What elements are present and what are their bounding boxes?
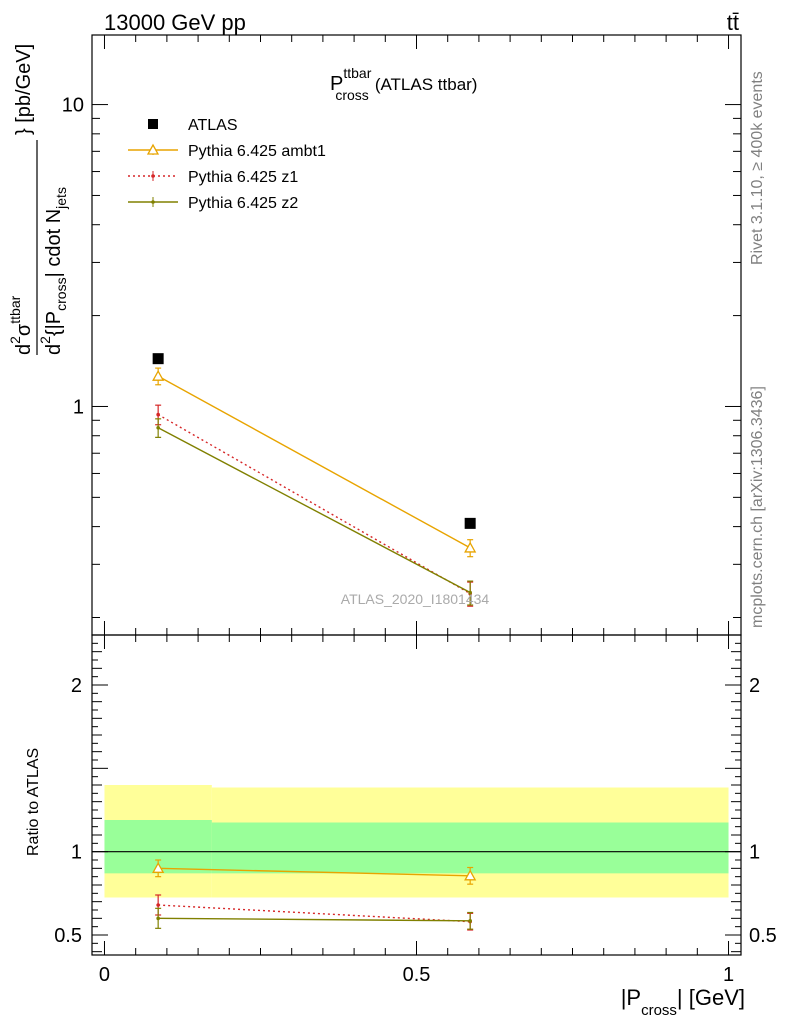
main-line-series-1 — [157, 413, 471, 595]
x-tick-label: 0.5 — [403, 964, 431, 986]
header-process: tt̄ — [727, 10, 739, 35]
plot-title-sup: ttbar — [343, 65, 371, 81]
ratio-y-tick-label-left: 1 — [71, 842, 82, 864]
ratio-y-axis-label: Ratio to ATLAS — [25, 748, 42, 856]
legend-label-0: Pythia 6.425 ambt1 — [188, 143, 326, 160]
main-point-2-0 — [156, 425, 160, 430]
x-label-pre: |P — [621, 985, 641, 1010]
ratio-y-tick-label-left: 2 — [71, 675, 82, 697]
main-point-2-1 — [468, 590, 472, 595]
ratio-point-0-1 — [464, 869, 477, 881]
ratio-point-1-0 — [156, 903, 160, 907]
x-axis-label: |Pcross| [GeV] — [621, 985, 745, 1019]
header-energy: 13000 GeV pp — [104, 10, 246, 35]
main-y-tick-label: 10 — [62, 95, 84, 117]
ratio-y-tick-label-right: 2 — [749, 675, 760, 697]
main-y-tick-label: 1 — [73, 396, 84, 418]
ratio-line-series-2 — [158, 917, 471, 922]
legend-label-data: ATLAS — [188, 117, 238, 134]
svg-text:d2σttbar: d2σttbar — [7, 295, 35, 355]
plot-title: Pttbar cross (ATLAS ttbar) — [330, 65, 477, 103]
data-point-1 — [464, 517, 476, 529]
legend-marker-0 — [146, 143, 160, 155]
ratio-y-tick-label-left: 0.5 — [54, 925, 82, 947]
mcplots-label: mcplots.cern.ch [arXiv:1306.3436] — [749, 386, 766, 628]
data-point-0 — [152, 353, 164, 365]
axis-ticks — [92, 35, 741, 955]
ratio-point-2-1 — [468, 919, 472, 923]
mc-series — [152, 367, 477, 931]
main-line-series-2 — [157, 427, 471, 594]
ratio-uncertainty-bands — [92, 785, 741, 898]
legend-marker-1 — [151, 174, 155, 178]
svg-text:d2{|Pcross| cdot Njets: d2{|Pcross| cdot Njets — [37, 187, 69, 355]
ratio-point-2-0 — [156, 916, 160, 921]
y-den-brace: {|P — [43, 311, 65, 336]
data-series — [152, 353, 476, 529]
legend-label-1: Pythia 6.425 z1 — [188, 169, 298, 186]
ratio-line-series-1 — [158, 904, 471, 923]
x-tick-label: 0 — [99, 964, 110, 986]
x-label-post: | [GeV] — [677, 985, 745, 1010]
y-den-sub-cross: cross — [53, 277, 69, 310]
legend-marker-data — [148, 119, 158, 129]
main-y-axis-label: d2σttbar d2{|Pcross| cdot Njets } [pb/Ge… — [7, 44, 69, 355]
legend-marker-2 — [151, 200, 155, 204]
y-num-sup2: 2 — [7, 336, 23, 344]
ratio-y-tick-label-right: 0.5 — [749, 925, 777, 947]
plot-title-sub: cross — [335, 87, 368, 103]
ratio-line-series-0 — [158, 867, 471, 877]
y-units: } [pb/GeV] — [13, 44, 35, 135]
ratio-point-0-0 — [152, 861, 165, 873]
y-num-sigma: σ — [13, 323, 35, 336]
analysis-watermark: ATLAS_2020_I1801434 — [341, 591, 490, 607]
y-den-sub-jets: jets — [53, 187, 69, 210]
x-label-sub: cross — [641, 1002, 677, 1019]
main-point-0-1 — [464, 541, 477, 553]
green-band-1 — [211, 822, 729, 874]
ratio-y-tick-label-right: 1 — [749, 842, 760, 864]
main-point-1-0 — [156, 412, 160, 417]
x-tick-label: 1 — [723, 964, 734, 986]
y-den-close: | cdot N — [43, 209, 65, 278]
main-line-series-0 — [157, 375, 471, 549]
plot-title-tail: (ATLAS ttbar) — [375, 75, 478, 94]
legend-label-2: Pythia 6.425 z2 — [188, 195, 298, 212]
plot-title-main: P — [330, 73, 343, 95]
y-den-d: d — [43, 344, 65, 355]
y-den-sup2: 2 — [37, 336, 53, 344]
legend: ATLAS Pythia 6.425 ambt1 Pythia 6.425 z1 Py… — [128, 117, 326, 212]
axis-tick-labels: 0 0.5 1 1 10 0.5 0.5 1 1 2 2 — [54, 95, 777, 986]
main-point-0-0 — [152, 369, 165, 381]
rivet-version-label: Rivet 3.1.10, ≥ 400k events — [749, 71, 766, 265]
y-num-sup-ttbar: ttbar — [7, 295, 23, 323]
y-num-d: d — [13, 344, 35, 355]
